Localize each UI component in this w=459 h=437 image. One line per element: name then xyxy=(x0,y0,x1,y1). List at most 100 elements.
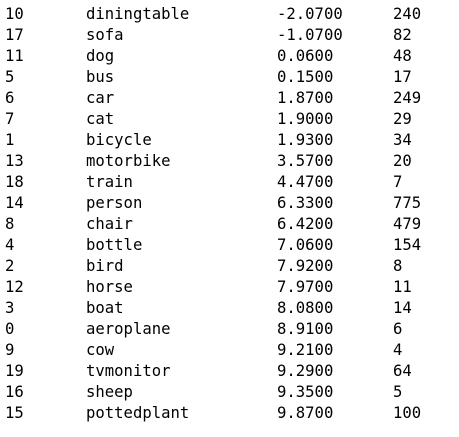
table-row: 12 horse 7.9700 11 xyxy=(0,277,459,298)
row-name: dog xyxy=(86,47,115,65)
row-id: 1 xyxy=(5,131,15,149)
row-id: 7 xyxy=(5,110,15,128)
row-id: 3 xyxy=(5,299,15,317)
table-row: 17 sofa -1.0700 82 xyxy=(0,25,459,46)
row-score: 8.0800 xyxy=(277,299,334,317)
row-score: 9.8700 xyxy=(277,404,334,422)
row-count: 154 xyxy=(393,236,422,254)
row-id: 19 xyxy=(5,362,24,380)
row-score: 8.9100 xyxy=(277,320,334,338)
table-row: 0 aeroplane 8.9100 6 xyxy=(0,319,459,340)
row-count: 6 xyxy=(393,320,403,338)
row-id: 2 xyxy=(5,257,15,275)
row-count: 775 xyxy=(393,194,422,212)
row-name: pottedplant xyxy=(86,404,190,422)
row-count: 29 xyxy=(393,110,412,128)
row-name: sofa xyxy=(86,26,124,44)
row-id: 5 xyxy=(5,68,15,86)
row-score: 9.2100 xyxy=(277,341,334,359)
table-row: 7 cat 1.9000 29 xyxy=(0,109,459,130)
table-row: 8 chair 6.4200 479 xyxy=(0,214,459,235)
table-row: 16 sheep 9.3500 5 xyxy=(0,382,459,403)
row-id: 11 xyxy=(5,47,24,65)
table-row: 14 person 6.3300 775 xyxy=(0,193,459,214)
table-row: 13 motorbike 3.5700 20 xyxy=(0,151,459,172)
table-row: 11 dog 0.0600 48 xyxy=(0,46,459,67)
row-name: cow xyxy=(86,341,115,359)
row-count: 5 xyxy=(393,383,403,401)
table-row: 5 bus 0.1500 17 xyxy=(0,67,459,88)
row-id: 15 xyxy=(5,404,24,422)
row-count: 48 xyxy=(393,47,412,65)
row-score: 9.3500 xyxy=(277,383,334,401)
table-row: 1 bicycle 1.9300 34 xyxy=(0,130,459,151)
row-score: 1.9000 xyxy=(277,110,334,128)
row-score: 0.1500 xyxy=(277,68,334,86)
row-count: 34 xyxy=(393,131,412,149)
row-name: chair xyxy=(86,215,133,233)
row-count: 64 xyxy=(393,362,412,380)
row-name: car xyxy=(86,89,115,107)
row-score: -2.0700 xyxy=(277,5,343,23)
row-count: 11 xyxy=(393,278,412,296)
row-name: sheep xyxy=(86,383,133,401)
row-id: 16 xyxy=(5,383,24,401)
table-row: 4 bottle 7.0600 154 xyxy=(0,235,459,256)
row-id: 4 xyxy=(5,236,15,254)
row-score: 0.0600 xyxy=(277,47,334,65)
table-row: 2 bird 7.9200 8 xyxy=(0,256,459,277)
table-row: 9 cow 9.2100 4 xyxy=(0,340,459,361)
row-name: diningtable xyxy=(86,5,190,23)
row-count: 4 xyxy=(393,341,403,359)
row-count: 479 xyxy=(393,215,422,233)
row-score: 6.3300 xyxy=(277,194,334,212)
row-name: train xyxy=(86,173,133,191)
row-count: 7 xyxy=(393,173,403,191)
row-score: 9.2900 xyxy=(277,362,334,380)
row-name: motorbike xyxy=(86,152,171,170)
row-score: 1.8700 xyxy=(277,89,334,107)
row-id: 10 xyxy=(5,5,24,23)
row-score: 1.9300 xyxy=(277,131,334,149)
row-score: 6.4200 xyxy=(277,215,334,233)
row-name: bicycle xyxy=(86,131,152,149)
row-id: 17 xyxy=(5,26,24,44)
row-id: 6 xyxy=(5,89,15,107)
row-id: 0 xyxy=(5,320,15,338)
row-score: 7.9700 xyxy=(277,278,334,296)
row-name: cat xyxy=(86,110,115,128)
row-count: 100 xyxy=(393,404,422,422)
row-count: 82 xyxy=(393,26,412,44)
table-row: 6 car 1.8700 249 xyxy=(0,88,459,109)
row-name: bus xyxy=(86,68,115,86)
row-id: 8 xyxy=(5,215,15,233)
row-count: 17 xyxy=(393,68,412,86)
row-id: 13 xyxy=(5,152,24,170)
row-id: 9 xyxy=(5,341,15,359)
row-name: bottle xyxy=(86,236,143,254)
row-count: 14 xyxy=(393,299,412,317)
row-score: -1.0700 xyxy=(277,26,343,44)
row-count: 8 xyxy=(393,257,403,275)
console-output: 10 diningtable -2.0700 240 17 sofa -1.0700 82 … xyxy=(0,4,459,424)
row-name: boat xyxy=(86,299,124,317)
row-score: 7.0600 xyxy=(277,236,334,254)
row-score: 4.4700 xyxy=(277,173,334,191)
row-name: tvmonitor xyxy=(86,362,171,380)
row-score: 7.9200 xyxy=(277,257,334,275)
row-id: 12 xyxy=(5,278,24,296)
table-row: 19 tvmonitor 9.2900 64 xyxy=(0,361,459,382)
row-name: horse xyxy=(86,278,133,296)
row-score: 3.5700 xyxy=(277,152,334,170)
row-id: 18 xyxy=(5,173,24,191)
row-count: 20 xyxy=(393,152,412,170)
row-count: 249 xyxy=(393,89,422,107)
row-name: aeroplane xyxy=(86,320,171,338)
row-name: person xyxy=(86,194,143,212)
table-row: 10 diningtable -2.0700 240 xyxy=(0,4,459,25)
row-id: 14 xyxy=(5,194,24,212)
table-row: 15 pottedplant 9.8700 100 xyxy=(0,403,459,424)
table-row: 18 train 4.4700 7 xyxy=(0,172,459,193)
row-name: bird xyxy=(86,257,124,275)
row-count: 240 xyxy=(393,5,422,23)
